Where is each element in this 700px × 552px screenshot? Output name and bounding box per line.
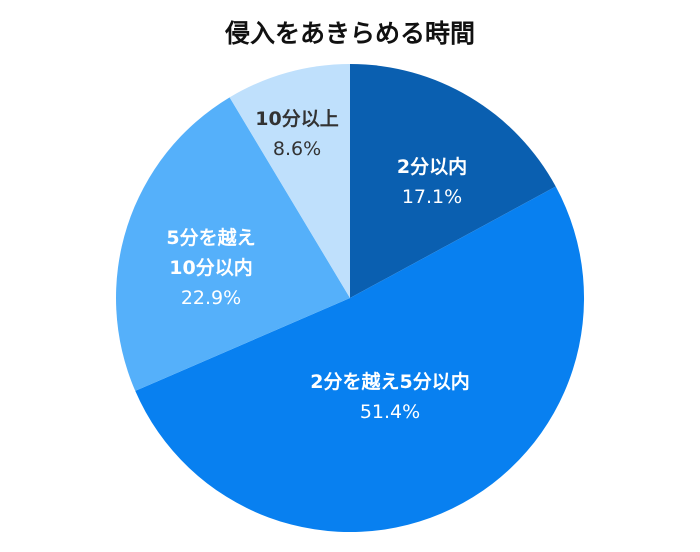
pie-slice xyxy=(229,64,350,298)
pie-slice xyxy=(350,64,556,298)
slice-label: 2分を越え5分以内 xyxy=(310,370,469,393)
slice-label: 10分以上 xyxy=(255,108,338,130)
pie-slice xyxy=(116,97,350,391)
slice-label: 5分を越え xyxy=(166,226,255,249)
pie-slice xyxy=(135,186,585,533)
slice-label: 10分以内 xyxy=(169,256,252,279)
pie-slices xyxy=(116,64,585,533)
slice-value-label: 51.4% xyxy=(360,401,420,423)
slice-value-label: 8.6% xyxy=(273,138,321,160)
slice-label: 2分以内 xyxy=(397,155,467,178)
slice-value-label: 22.9% xyxy=(181,287,241,309)
chart-title: 侵入をあきらめる時間 xyxy=(224,19,475,48)
pie-labels: 2分以内 17.1% 2分を越え5分以内 51.4% 5分を越え 10分以内 22.9% 10… xyxy=(166,108,469,423)
slice-value-label: 17.1% xyxy=(402,186,462,208)
